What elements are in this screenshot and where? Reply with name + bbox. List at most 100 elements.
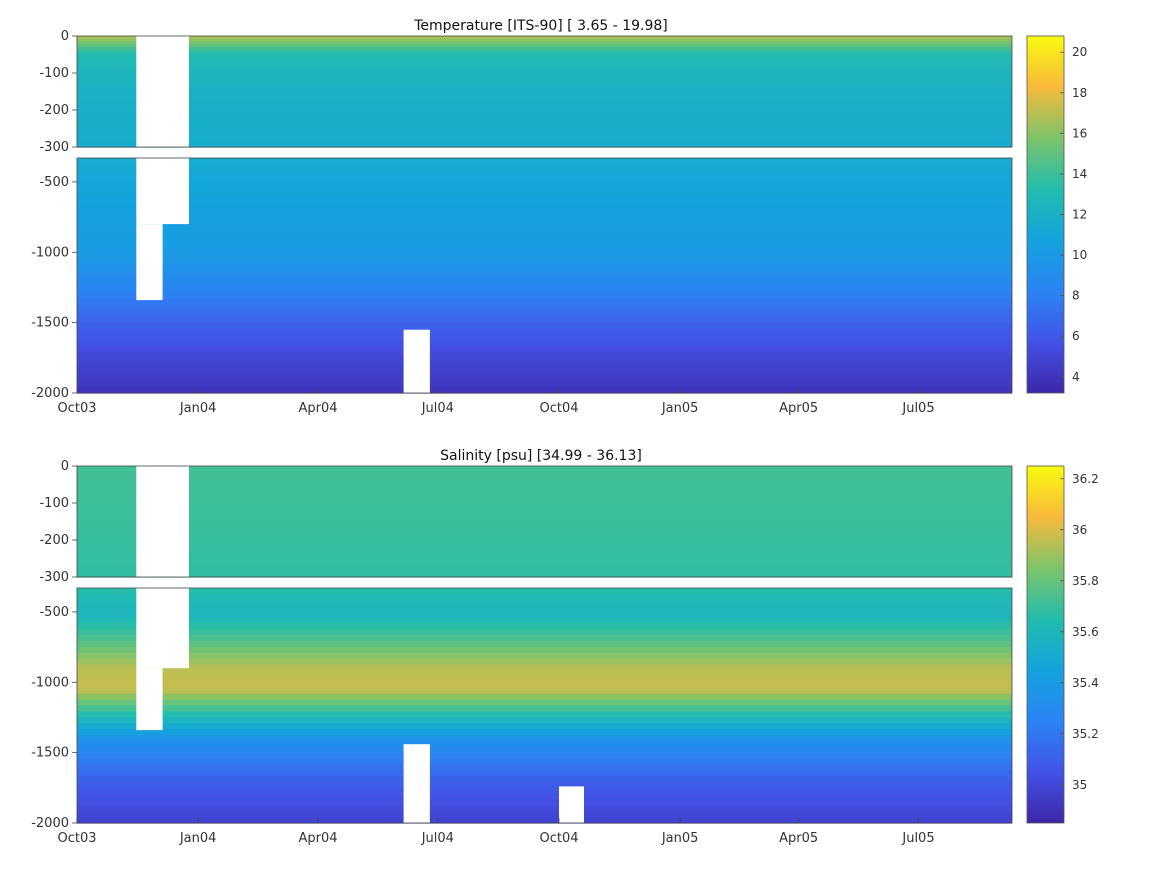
contour-band xyxy=(77,49,1012,54)
contour-band xyxy=(77,640,1012,648)
contour-band xyxy=(77,466,1012,470)
contour-band xyxy=(77,482,1012,487)
y-tick-label: -200 xyxy=(39,103,69,118)
contour-band xyxy=(77,515,1012,520)
contour-band xyxy=(77,63,1012,68)
contour-band xyxy=(77,658,1012,665)
contour-band xyxy=(77,135,1012,140)
contour-band xyxy=(77,122,1012,126)
contour-band xyxy=(77,781,1012,789)
y-tick-label: -1500 xyxy=(31,746,69,761)
contour-band xyxy=(77,110,1012,115)
contour-band xyxy=(77,664,1012,671)
contour-band xyxy=(77,328,1012,335)
contour-band xyxy=(77,181,1012,188)
contour-band xyxy=(77,479,1012,484)
contour-band xyxy=(77,699,1012,707)
axes-frame xyxy=(76,465,1013,578)
contour-band xyxy=(77,74,1012,79)
colorbar-scale xyxy=(1026,35,1065,394)
contour-band xyxy=(77,310,1012,318)
contour-band xyxy=(77,574,1012,578)
x-tick-label: Jan04 xyxy=(179,401,217,416)
contour-band xyxy=(77,507,1012,511)
y-tick-label: -2000 xyxy=(31,816,69,831)
y-tick-label: 0 xyxy=(61,459,69,474)
contour-band xyxy=(77,799,1012,806)
contour-band xyxy=(77,158,1012,165)
salinity-lower-panel: -500 -1000 -1500 -2000 xyxy=(31,587,1013,831)
contour-band xyxy=(77,793,1012,801)
contour-band xyxy=(77,770,1012,777)
colorbar-tick-label: 35 xyxy=(1072,778,1087,792)
contour-band xyxy=(77,705,1012,712)
contour-band xyxy=(77,99,1012,104)
contour-band xyxy=(77,629,1012,636)
data-gap xyxy=(136,588,189,669)
x-tick-label: Jan05 xyxy=(661,401,699,416)
contour-band xyxy=(77,77,1012,82)
data-gap xyxy=(136,224,163,301)
contour-band xyxy=(77,357,1012,365)
contour-band xyxy=(77,504,1012,509)
colorbar-tick-label: 4 xyxy=(1072,370,1080,384)
contour-band xyxy=(77,752,1012,759)
contour-band xyxy=(77,334,1012,341)
y-tick-label: -100 xyxy=(39,66,69,81)
contour-band xyxy=(77,72,1012,76)
contour-band xyxy=(77,568,1012,573)
data-gap xyxy=(136,466,189,577)
axes-frame xyxy=(76,35,1013,148)
data-gap xyxy=(403,744,430,823)
contour-band xyxy=(77,97,1012,101)
contour-band xyxy=(77,623,1012,630)
salinity-title: Salinity [psu] [34.99 - 36.13] xyxy=(440,448,642,464)
contour-band xyxy=(77,91,1012,95)
contour-band xyxy=(77,340,1012,347)
contour-band xyxy=(77,246,1012,253)
contour-band xyxy=(77,275,1012,282)
contour-band xyxy=(77,764,1012,771)
contour-band xyxy=(77,94,1012,98)
contour-band xyxy=(77,532,1012,536)
contour-band xyxy=(77,485,1012,489)
contour-band xyxy=(77,617,1012,624)
contour-band xyxy=(77,116,1012,120)
contour-band xyxy=(77,69,1012,73)
x-tick-label: Jul04 xyxy=(421,831,454,846)
contour-band xyxy=(77,599,1012,607)
contour-band xyxy=(77,546,1012,550)
x-tick-label: Jul05 xyxy=(901,831,934,846)
x-tick-label: Jan05 xyxy=(661,831,699,846)
contour-band xyxy=(77,490,1012,495)
contour-band xyxy=(77,375,1012,382)
temperature-colorbar: 4 6 8 10 12 14 16 18 20 xyxy=(1026,35,1087,394)
x-tick-label: Oct03 xyxy=(57,831,96,846)
contour-band xyxy=(77,387,1012,394)
contour-band xyxy=(77,571,1012,575)
contour-band xyxy=(77,257,1012,265)
colorbar-tick-label: 20 xyxy=(1072,45,1087,59)
contour-band xyxy=(77,83,1012,87)
contour-band xyxy=(77,193,1012,200)
contour-band xyxy=(77,102,1012,106)
contour-band xyxy=(77,144,1012,148)
contour-band xyxy=(77,41,1012,45)
contour-band xyxy=(77,499,1012,503)
contour-band xyxy=(77,588,1012,595)
contour-band xyxy=(77,133,1012,137)
contour-band xyxy=(77,252,1012,259)
contour-band xyxy=(77,723,1012,730)
contour-band xyxy=(77,293,1012,300)
contour-band xyxy=(77,468,1012,473)
contour-band xyxy=(77,52,1012,57)
colorbar-tick-label: 18 xyxy=(1072,86,1087,100)
data-gap xyxy=(136,158,189,225)
contour-band xyxy=(77,263,1012,271)
contour-band xyxy=(77,527,1012,531)
data-gap xyxy=(136,36,189,147)
contour-band xyxy=(77,304,1012,312)
y-tick-label: -1000 xyxy=(31,675,69,690)
x-tick-label: Apr05 xyxy=(779,401,818,416)
contour-band xyxy=(77,141,1012,145)
